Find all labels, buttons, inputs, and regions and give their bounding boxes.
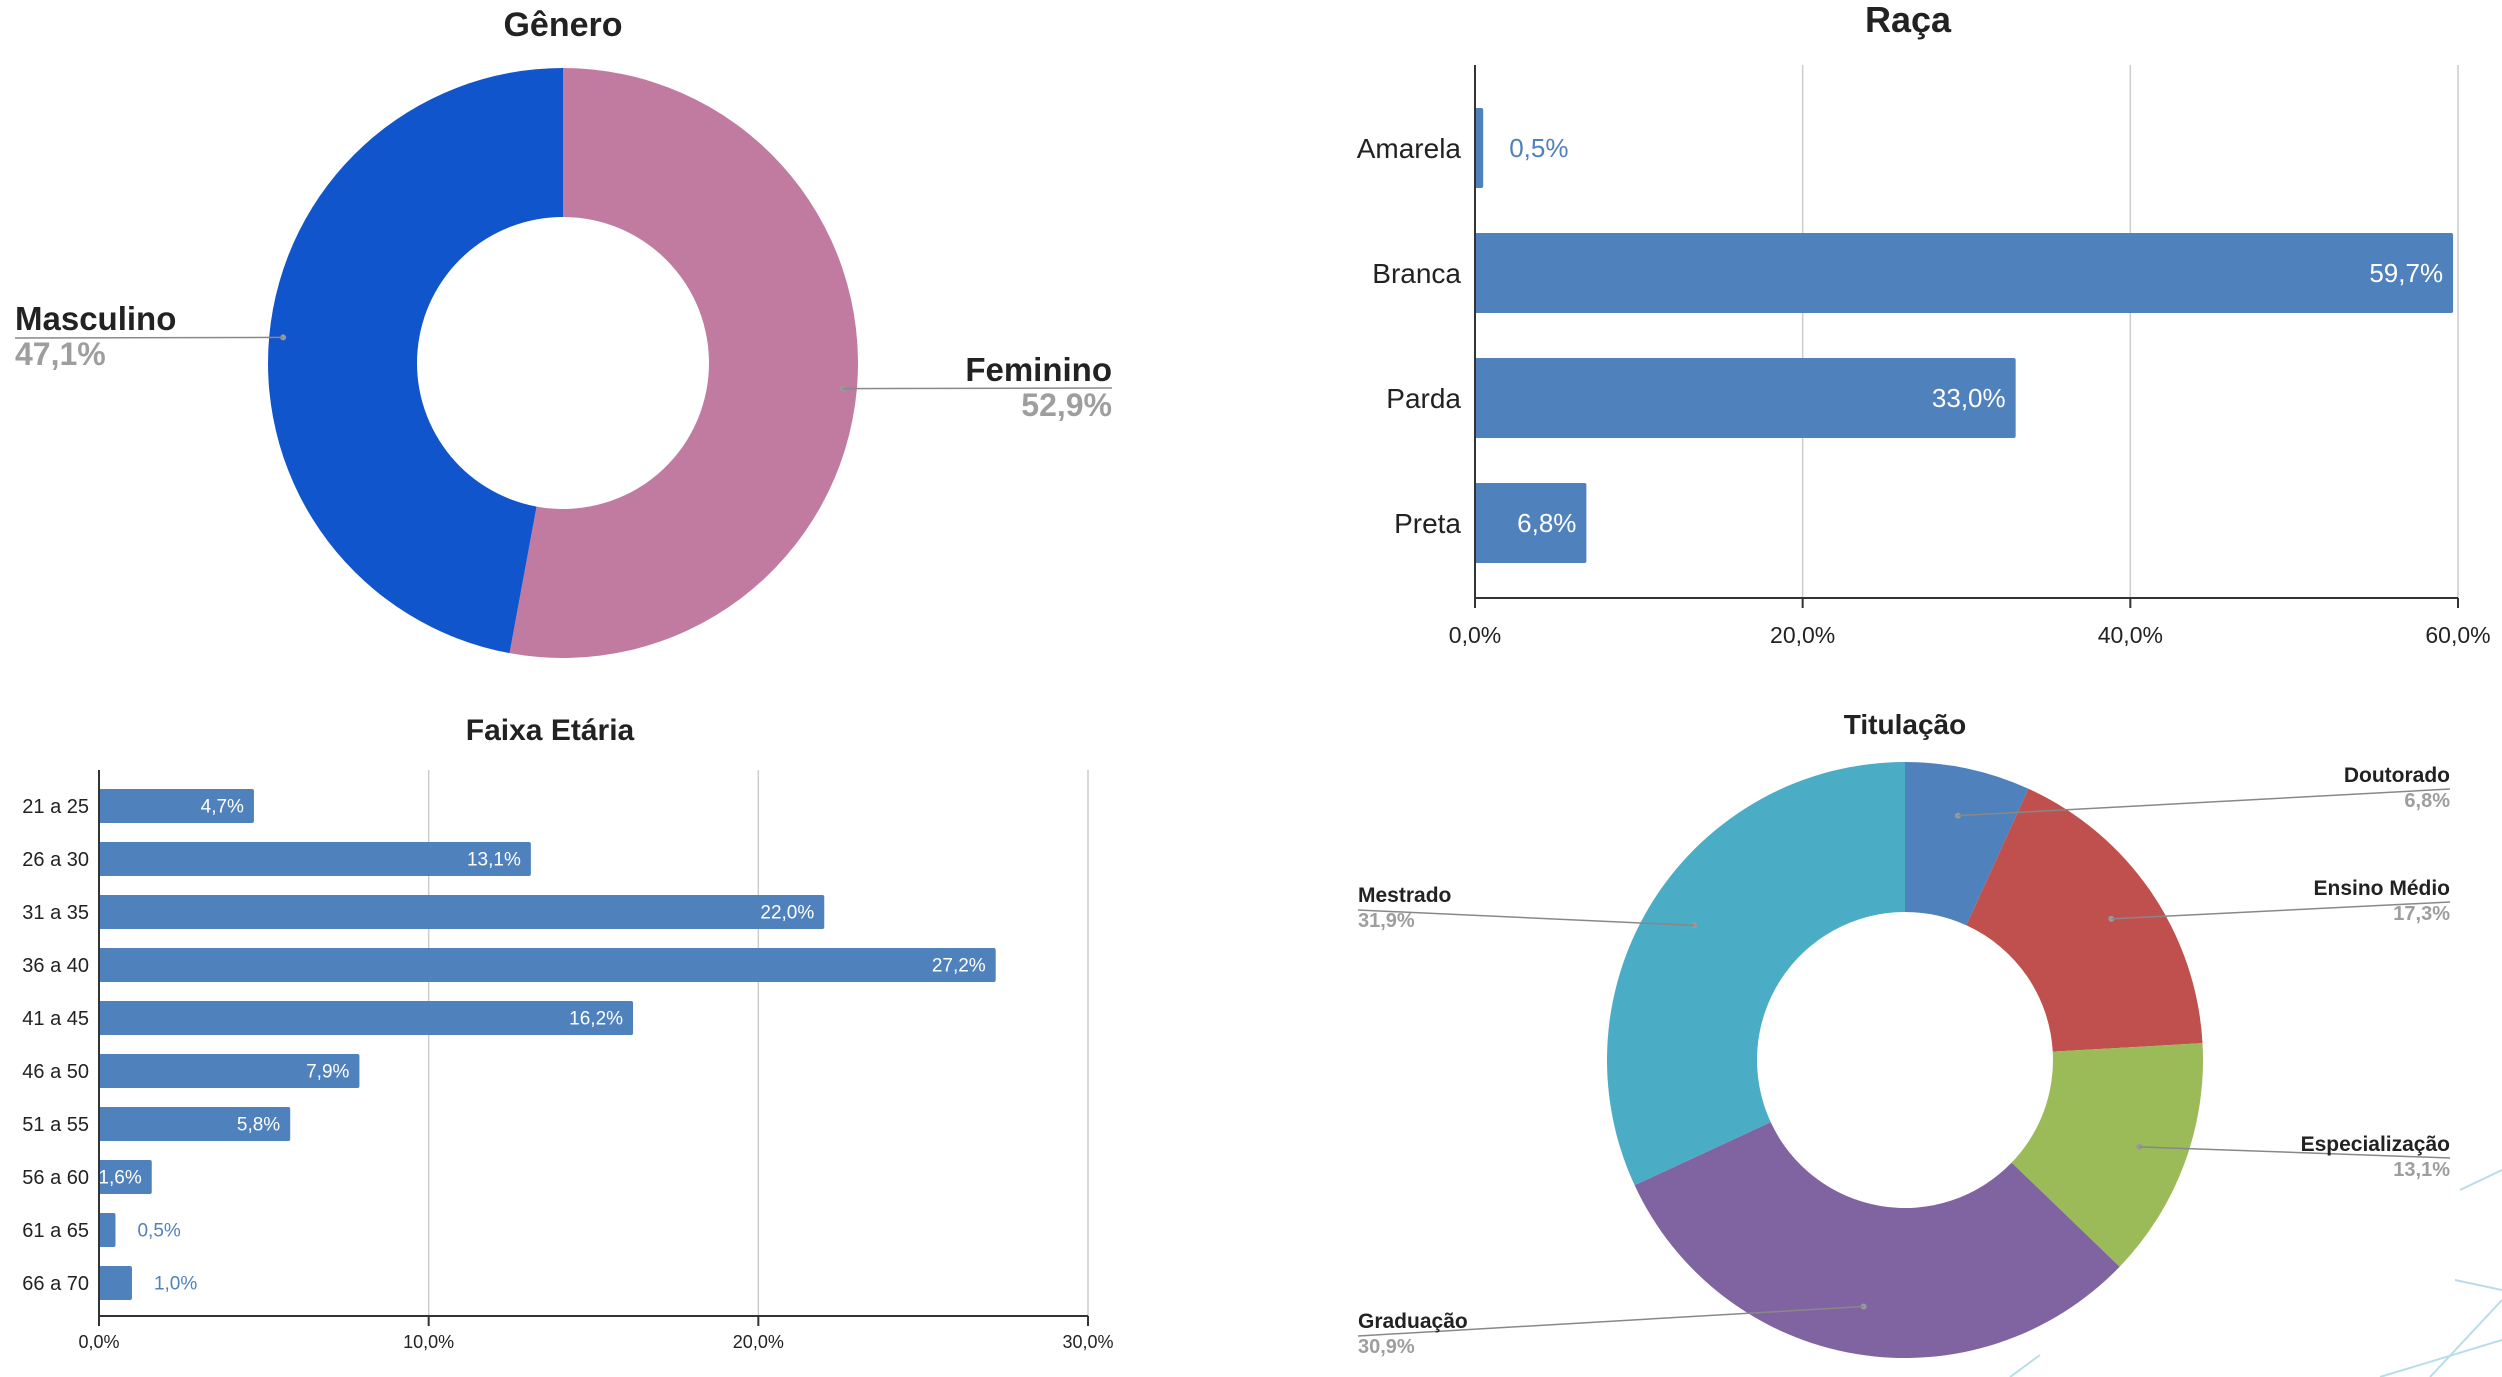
data-label-61-a-65: 0,5% [137, 1221, 180, 1242]
x-tick-label-3: 60,0% [2425, 622, 2490, 648]
data-label-36-a-40: 27,2% [932, 956, 986, 977]
slice-doutorado [1905, 762, 2029, 926]
bar-26-a-30 [99, 842, 531, 876]
slice-especializacao [2011, 1043, 2203, 1267]
category-label-21-a-25: 21 a 25 [22, 796, 89, 818]
x-tick-label-1: 20,0% [1770, 622, 1835, 648]
leader-line-mestrado [1357, 909, 1695, 927]
bar-21-a-25 [99, 789, 254, 823]
data-label-66-a-70: 1,0% [154, 1274, 197, 1295]
data-label-amarela: 0,5% [1509, 133, 1568, 163]
titulacao-title: Titulação [1844, 709, 1966, 740]
value-label-ensino-medio: 17,3% [2393, 903, 2450, 925]
x-tick-label-3: 30,0% [1062, 1332, 1113, 1352]
slice-graduacao [1634, 1122, 2120, 1358]
bar-56-a-60 [99, 1160, 152, 1194]
faixa-etaria-chart: Faixa Etária 21 a 25 4,7% 26 a 30 13,1% 31 a… [22, 714, 1113, 1352]
value-label-feminino: 52,9% [1021, 387, 1112, 423]
value-label-masculino: 47,1% [15, 336, 106, 372]
x-tick-label-1: 10,0% [403, 1332, 454, 1352]
x-tick-label-2: 20,0% [733, 1332, 784, 1352]
data-label-parda: 33,0% [1932, 383, 2006, 413]
raca-title: Raça [1865, 0, 1952, 40]
label-doutorado: Doutorado [2344, 764, 2450, 787]
category-label-36-a-40: 36 a 40 [22, 955, 89, 977]
label-feminino: Feminino [965, 351, 1112, 388]
category-label-parda: Parda [1386, 383, 1461, 414]
faixa-etaria-title: Faixa Etária [466, 714, 635, 747]
category-label-branca: Branca [1372, 258, 1461, 289]
category-label-41-a-45: 41 a 45 [22, 1008, 89, 1030]
bar-parda [1475, 358, 2016, 438]
decorative-corner-lines [2009, 1169, 2502, 1377]
slice-feminino [509, 68, 858, 658]
category-label-amarela: Amarela [1357, 133, 1462, 164]
data-label-46-a-50: 7,9% [306, 1062, 349, 1083]
leader-line-feminino [842, 387, 1113, 390]
x-tick-label-2: 40,0% [2098, 622, 2163, 648]
bar-66-a-70 [99, 1266, 132, 1300]
bar-61-a-65 [99, 1213, 116, 1247]
bar-preta [1475, 483, 1587, 563]
data-label-branca: 59,7% [2369, 258, 2443, 288]
label-mestrado: Mestrado [1358, 884, 1451, 907]
leader-line-masculino [14, 336, 284, 339]
x-tick-label-0: 0,0% [78, 1332, 119, 1352]
data-label-preta: 6,8% [1517, 508, 1576, 538]
slice-masculino [267, 68, 563, 654]
label-ensino-medio: Ensino Médio [2314, 877, 2451, 900]
data-label-26-a-30: 13,1% [467, 850, 521, 871]
leader-line-ensino-medio [2111, 901, 2451, 920]
category-label-26-a-30: 26 a 30 [22, 849, 89, 871]
value-label-doutorado: 6,8% [2404, 790, 2450, 812]
bar-36-a-40 [99, 948, 996, 982]
label-masculino: Masculino [15, 300, 176, 337]
slice-mestrado [1607, 762, 1905, 1186]
category-label-51-a-55: 51 a 55 [22, 1114, 89, 1136]
label-especializacao: Especialização [2301, 1133, 2450, 1156]
slice-ensino-medio [1966, 788, 2203, 1052]
category-label-preta: Preta [1394, 508, 1461, 539]
leader-line-especializacao [2139, 1146, 2451, 1159]
data-label-51-a-55: 5,8% [237, 1115, 280, 1136]
leader-line-graduacao [1357, 1305, 1864, 1337]
category-label-56-a-60: 56 a 60 [22, 1167, 89, 1189]
category-label-66-a-70: 66 a 70 [22, 1273, 89, 1295]
data-label-21-a-25: 4,7% [201, 797, 244, 818]
value-label-graduacao: 30,9% [1358, 1336, 1415, 1358]
category-label-46-a-50: 46 a 50 [22, 1061, 89, 1083]
leader-line-doutorado [1957, 788, 2451, 817]
value-label-mestrado: 31,9% [1358, 910, 1415, 932]
category-label-31-a-35: 31 a 35 [22, 902, 89, 924]
bar-51-a-55 [99, 1107, 291, 1141]
value-label-especializacao: 13,1% [2393, 1159, 2450, 1181]
x-tick-label-0: 0,0% [1449, 622, 1501, 648]
bar-amarela [1475, 108, 1484, 188]
genero-title: Gênero [503, 6, 622, 44]
bar-41-a-45 [99, 1001, 634, 1035]
label-graduacao: Graduação [1358, 1310, 1468, 1333]
bar-46-a-50 [99, 1054, 360, 1088]
data-label-41-a-45: 16,2% [569, 1009, 623, 1030]
data-label-56-a-60: 1,6% [98, 1168, 141, 1189]
bar-31-a-35 [99, 895, 825, 929]
titulacao-chart: Titulação Doutorado 6,8% Ensino Médio 17,3%… [1357, 709, 2451, 1358]
data-label-31-a-35: 22,0% [760, 903, 814, 924]
category-label-61-a-65: 61 a 65 [22, 1220, 89, 1242]
raca-chart: Raça Amarela 0,5% Branca 59,7% Parda 33,0% Pre… [1357, 0, 2491, 648]
bar-branca [1475, 233, 2454, 313]
